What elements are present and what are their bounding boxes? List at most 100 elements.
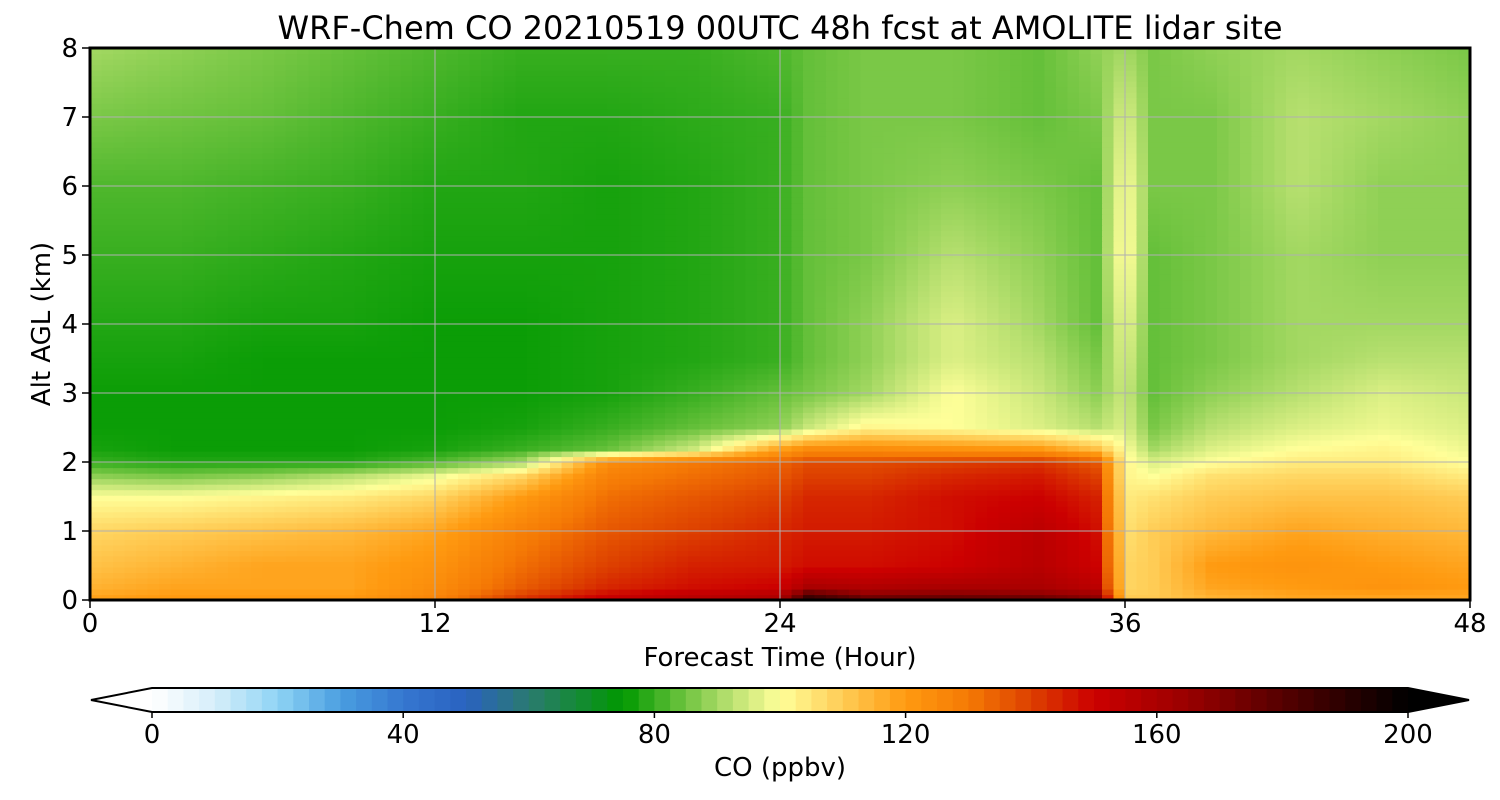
co-field-cell — [584, 401, 597, 408]
co-field-cell — [1182, 467, 1195, 474]
co-field-cell — [1113, 445, 1126, 452]
co-field-cell — [1297, 384, 1310, 391]
co-field-cell — [1458, 379, 1471, 386]
co-field-cell — [1401, 456, 1414, 463]
co-field-cell — [768, 473, 781, 480]
co-field-cell — [1102, 450, 1115, 458]
co-field-cell — [147, 445, 160, 452]
co-field-cell — [665, 417, 678, 424]
co-field-cell — [1389, 555, 1402, 562]
co-field-cell — [929, 506, 942, 513]
co-field-cell — [791, 368, 804, 375]
co-field-cell — [400, 506, 413, 513]
co-field-cell — [837, 588, 850, 596]
co-field-cell — [803, 544, 816, 551]
co-field-cell — [1424, 423, 1437, 430]
co-field-cell — [1458, 373, 1471, 380]
co-field-cell — [1435, 577, 1448, 585]
co-field-cell — [262, 517, 275, 524]
co-field-cell — [400, 406, 413, 413]
co-field-cell — [389, 439, 402, 447]
co-field-cell — [308, 406, 321, 413]
co-field-cell — [757, 445, 770, 452]
co-field-cell — [1136, 450, 1149, 458]
co-field-cell — [573, 423, 586, 430]
co-field-cell — [1125, 373, 1138, 380]
co-field-cell — [607, 384, 620, 391]
co-field-cell — [1297, 500, 1310, 507]
co-field-cell — [941, 417, 954, 424]
co-field-cell — [1435, 478, 1448, 485]
co-field-cell — [665, 478, 678, 485]
co-field-cell — [1044, 577, 1057, 585]
co-field-cell — [929, 401, 942, 408]
co-field-cell — [515, 473, 528, 480]
co-field-cell — [1056, 412, 1069, 419]
co-field-cell — [814, 577, 827, 585]
co-field-cell — [573, 417, 586, 424]
co-field-cell — [205, 495, 218, 502]
co-field-cell — [469, 368, 482, 375]
co-field-cell — [1309, 473, 1322, 480]
co-field-cell — [1389, 423, 1402, 430]
co-field-cell — [814, 517, 827, 524]
co-field-cell — [791, 495, 804, 502]
co-field-cell — [906, 384, 919, 391]
co-field-cell — [1309, 445, 1322, 452]
co-field-cell — [205, 434, 218, 441]
co-field-cell — [1033, 572, 1046, 579]
co-field-cell — [1309, 506, 1322, 513]
co-field-cell — [1136, 550, 1149, 557]
co-field-cell — [998, 539, 1011, 546]
co-field-cell — [1424, 401, 1437, 408]
co-field-cell — [1309, 428, 1322, 435]
co-field-cell — [147, 539, 160, 546]
co-field-cell — [1274, 478, 1287, 485]
co-field-cell — [630, 417, 643, 424]
co-field-cell — [895, 550, 908, 557]
co-field-cell — [1366, 517, 1379, 524]
co-field-cell — [90, 434, 103, 441]
co-field-cell — [423, 594, 436, 601]
co-field-cell — [964, 572, 977, 579]
co-field-cell — [561, 484, 574, 491]
co-field-cell — [412, 517, 425, 524]
co-field-cell — [1412, 406, 1425, 413]
co-field-cell — [481, 588, 494, 596]
co-field-cell — [354, 489, 367, 496]
co-field-cell — [423, 450, 436, 458]
co-field-cell — [987, 594, 1000, 601]
co-field-cell — [113, 412, 126, 419]
co-field-cell — [883, 495, 896, 502]
co-field-cell — [952, 539, 965, 546]
co-field-cell — [1378, 462, 1391, 469]
co-field-cell — [205, 428, 218, 435]
co-field-cell — [1424, 588, 1437, 596]
co-field-cell — [469, 511, 482, 518]
co-field-cell — [665, 412, 678, 419]
co-field-cell — [400, 467, 413, 474]
co-field-cell — [1412, 495, 1425, 502]
co-field-cell — [481, 500, 494, 507]
co-field-cell — [619, 511, 632, 518]
co-field-cell — [745, 406, 758, 413]
co-field-cell — [239, 550, 252, 557]
co-field-cell — [998, 484, 1011, 491]
co-field-cell — [1378, 495, 1391, 502]
co-field-cell — [1125, 550, 1138, 557]
co-field-cell — [837, 456, 850, 463]
co-field-cell — [1240, 406, 1253, 413]
co-field-cell — [389, 561, 402, 568]
co-field-cell — [1044, 406, 1057, 413]
co-field-cell — [1447, 495, 1460, 502]
co-field-cell — [446, 401, 459, 408]
co-field-cell — [791, 500, 804, 507]
co-field-cell — [1378, 478, 1391, 485]
co-field-cell — [1389, 566, 1402, 573]
co-field-cell — [699, 484, 712, 491]
co-field-cell — [1263, 473, 1276, 480]
co-field-cell — [1102, 489, 1115, 496]
co-field-cell — [228, 533, 241, 540]
co-field-cell — [182, 572, 195, 579]
co-field-cell — [1113, 489, 1126, 496]
